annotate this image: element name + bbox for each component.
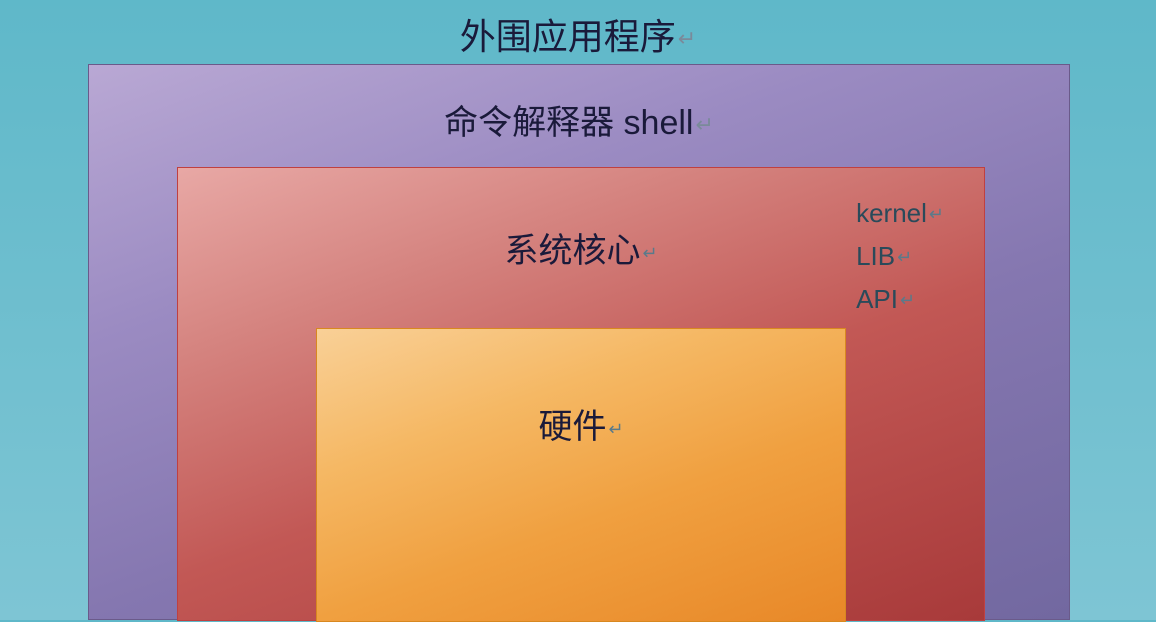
kernel-label-item: LIB↵: [856, 235, 944, 278]
return-mark-icon: ↵: [900, 290, 915, 310]
return-mark-icon: ↵: [695, 112, 713, 137]
shell-layer-box: 命令解释器 shell↵ 系统核心↵ kernel↵ LIB↵ API↵ 硬件↵: [88, 64, 1070, 620]
shell-layer-title: 命令解释器 shell↵: [89, 65, 1069, 144]
return-mark-icon: ↵: [929, 204, 944, 224]
return-mark-icon: ↵: [608, 419, 623, 439]
hardware-title-text: 硬件: [538, 408, 606, 446]
return-mark-icon: ↵: [897, 247, 912, 267]
kernel-label-text: kernel: [856, 198, 927, 228]
return-mark-icon: ↵: [642, 243, 657, 263]
return-mark-icon: ↵: [678, 26, 696, 51]
outer-title-text: 外围应用程序: [460, 16, 676, 57]
kernel-label-item: API↵: [856, 278, 944, 321]
hardware-layer-title: 硬件↵: [317, 329, 845, 448]
kernel-label-text: API: [856, 284, 898, 314]
kernel-label-item: kernel↵: [856, 192, 944, 235]
shell-title-text: 命令解释器 shell: [444, 104, 693, 142]
kernel-title-text: 系统核心: [504, 232, 640, 270]
kernel-layer-box: 系统核心↵ kernel↵ LIB↵ API↵ 硬件↵: [177, 167, 985, 621]
outer-layer-title: 外围应用程序↵: [0, 0, 1156, 60]
kernel-label-text: LIB: [856, 241, 895, 271]
kernel-side-labels: kernel↵ LIB↵ API↵: [856, 192, 944, 321]
hardware-layer-box: 硬件↵: [316, 328, 846, 622]
